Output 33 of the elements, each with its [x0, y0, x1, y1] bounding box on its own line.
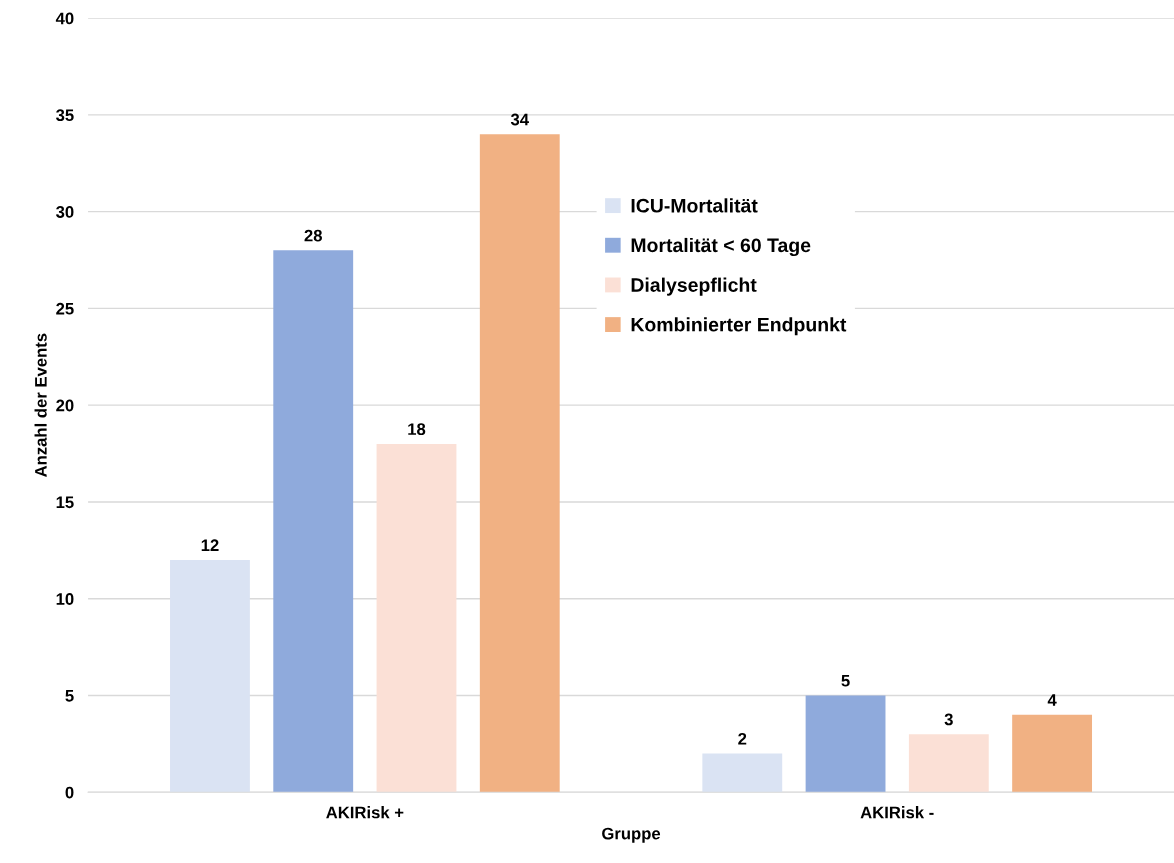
bar: [908, 734, 989, 793]
x-axis-title: Gruppe: [602, 827, 661, 843]
data-label: 34: [510, 113, 529, 126]
y-axis-title: Anzahl der Events: [34, 333, 47, 477]
y-tick-label: 40: [55, 12, 74, 25]
data-label: 3: [944, 713, 953, 726]
bar: [479, 134, 560, 793]
y-tick-label: 0: [65, 786, 74, 799]
y-tick-label: 25: [56, 302, 74, 315]
data-label: 5: [841, 674, 850, 687]
y-tick-label: 20: [56, 399, 74, 412]
bar: [1012, 714, 1093, 793]
y-tick-label: 5: [65, 690, 74, 702]
bar: [805, 695, 886, 793]
legend-label: Mortalität < 60 Tage: [631, 237, 811, 257]
legend-label: ICU-Mortalität: [631, 198, 758, 213]
data-label: 12: [201, 539, 219, 551]
legend-label: Kombinierter Endpunkt: [631, 317, 847, 336]
bar: [273, 250, 354, 793]
x-tick-label: AKIRisk +: [326, 806, 404, 819]
bar: [170, 560, 250, 793]
bar: [376, 443, 457, 793]
y-tick-label: 15: [56, 496, 74, 509]
y-tick-label: 10: [56, 593, 74, 605]
bar: [702, 753, 783, 793]
legend-label: Dialysepflicht: [631, 277, 757, 296]
data-label: 18: [408, 423, 426, 436]
data-label: 28: [304, 229, 322, 242]
y-tick-label: 35: [56, 109, 74, 122]
x-tick-label: AKIRisk -: [860, 806, 934, 819]
data-label: 2: [738, 732, 747, 745]
data-label: 4: [1047, 694, 1057, 706]
y-tick-label: 30: [56, 206, 74, 218]
